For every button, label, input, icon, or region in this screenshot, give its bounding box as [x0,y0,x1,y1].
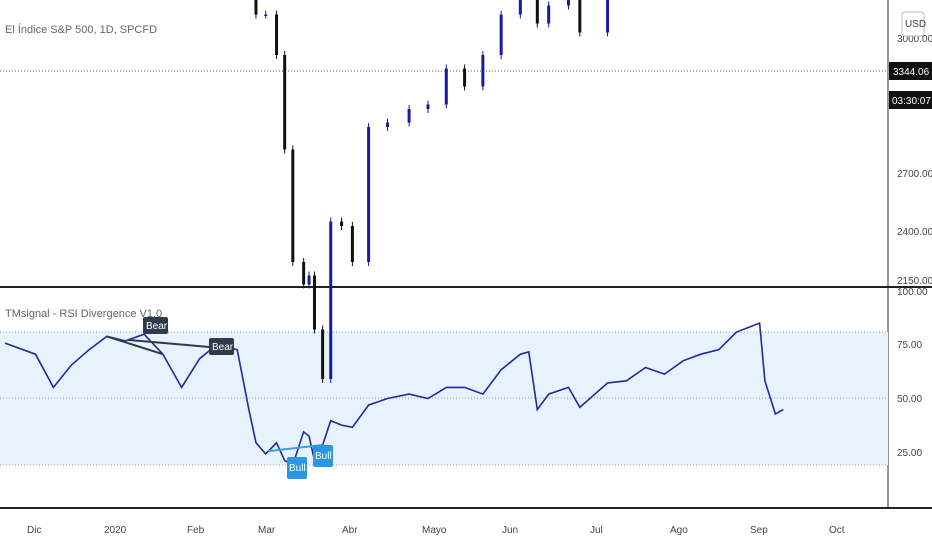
candle [350,226,354,262]
candle [426,104,430,109]
last-price-value: 3344.06 [893,67,930,78]
time-tick: Ago [670,525,688,536]
time-tick: Mayo [422,525,447,536]
bull-tag-label: Bull [315,451,332,462]
price-tick: 2150.00 [897,276,932,287]
time-tick: Jul [590,525,603,536]
candle [367,127,371,262]
candle [444,68,448,105]
bear-tag-1[interactable]: Bear [143,317,168,334]
candle [312,275,316,330]
candle [547,5,551,24]
bull-tag-box [287,457,307,479]
rsi-series [4,321,784,467]
price-tick: 3000.00 [897,34,932,45]
time-tick: Oct [829,525,845,536]
bear-tag-label: Bear [212,342,234,353]
candle [535,0,539,24]
candle [302,262,306,285]
price-axis[interactable]: 3000.00 2700.00 2400.00 2150.00 [897,34,932,287]
rsi-tick: 50.00 [897,394,922,405]
time-tick: Mar [258,525,276,536]
candle [606,0,610,33]
rsi-tick: 100.00 [897,287,928,298]
time-tick: Dic [27,525,41,536]
bull-tag-label: Bull [289,463,306,474]
price-tick: 2400.00 [897,227,932,238]
last-price-tag [889,62,932,80]
rsi-tick: 25.00 [897,448,922,459]
bull-tag-1[interactable]: Bull [287,457,307,479]
rsi-pane-title: TMsignal - RSI Divergence V1.0 [5,308,162,320]
candle [254,0,258,15]
rsi-axis[interactable]: 100.00 75.00 50.00 25.00 [897,287,928,459]
candle [518,0,522,15]
candle [291,149,295,262]
bear-divergence-line [106,335,164,356]
countdown-value: 03:30:07 [892,96,931,107]
time-tick: Jun [502,525,518,536]
candle [283,55,287,150]
bear-tag-box [209,338,234,355]
time-tick: 2020 [104,525,127,536]
bull-tag-2[interactable]: Bull [313,445,333,467]
time-axis[interactable]: Dic 2020 Feb Mar Abr Mayo Jun Jul Ago Se… [27,525,845,536]
bear-tag-2[interactable]: Bear [209,338,234,355]
price-candles [254,0,610,383]
time-tick: Sep [750,525,768,536]
candle [567,0,570,6]
candle [275,14,279,55]
candle [463,68,467,87]
candle [499,14,503,55]
price-pane-title: El Índice S&P 500, 1D, SPCFD [5,23,157,36]
rsi-tick: 75.00 [897,340,922,351]
bear-tag-label: Bear [146,321,168,332]
candle [307,275,311,285]
candle [578,0,582,33]
time-tick: Feb [187,525,205,536]
candle [264,14,268,16]
candle [340,221,344,226]
bull-tag-box [313,445,333,467]
candle [481,55,485,87]
candle [386,122,389,127]
countdown-tag [889,91,932,109]
time-tick: Abr [342,525,358,536]
currency-button[interactable] [901,11,925,37]
currency-label: USD [905,19,926,30]
bear-tag-box [143,317,168,334]
rsi-line [4,321,784,467]
candle [407,109,411,123]
price-tick: 2700.00 [897,169,932,180]
candle [321,329,325,379]
candle [329,221,333,379]
